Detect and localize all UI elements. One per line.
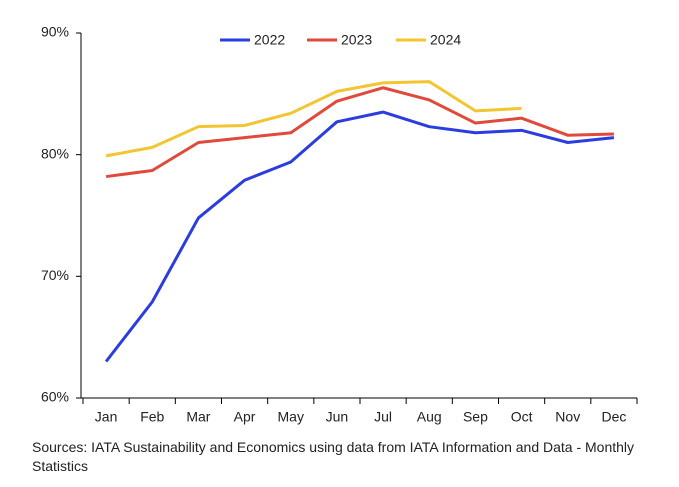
legend-label: 2022 [254,32,285,48]
legend-label: 2024 [430,32,461,48]
legend-label: 2023 [341,32,372,48]
x-tick-label: Mar [186,409,210,425]
x-tick-label: Jun [326,409,349,425]
x-tick-label: May [278,409,304,425]
x-tick-label: Aug [417,409,442,425]
y-tick-label: 60% [41,389,69,405]
y-tick-label: 90% [41,24,69,40]
series-line [104,110,615,363]
y-tick-label: 80% [41,145,69,161]
x-tick-label: Apr [234,409,256,425]
x-tick-label: Feb [140,409,164,425]
x-tick-label: Jan [95,409,118,425]
source-note: Sources: IATA Sustainability and Economi… [32,439,635,474]
x-tick-label: Nov [555,409,580,425]
chart: 60% 70% 80% 90% Jan Feb Mar Apr May Jun Jul Aug Sep O… [41,24,638,425]
series-line [105,80,522,158]
y-tick-label: 70% [41,267,69,283]
x-tick-label: Dec [601,409,626,425]
x-tick-label: Jul [374,409,392,425]
series-line [105,86,614,179]
x-tick-label: Oct [511,409,533,425]
x-tick-label: Sep [463,409,488,425]
